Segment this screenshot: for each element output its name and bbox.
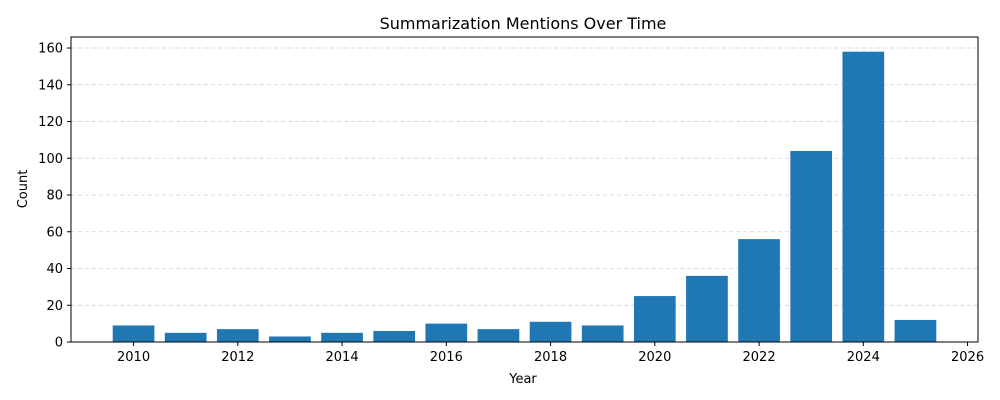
- y-tick-label: 80: [46, 189, 63, 204]
- plot-frame: [70, 36, 979, 343]
- x-tick-label: 2010: [117, 350, 150, 365]
- x-tick-label: 2016: [430, 350, 463, 365]
- bars: [112, 51, 937, 343]
- x-axis-label: Year: [508, 372, 537, 387]
- bar-2019: [581, 325, 624, 342]
- bar-2013: [269, 336, 311, 342]
- chart-title: Summarization Mentions Over Time: [380, 14, 667, 33]
- y-tick-label: 120: [38, 115, 63, 130]
- bar-2022: [738, 239, 780, 342]
- bar-2014: [321, 332, 363, 342]
- x-axis-ticks: 2010 2012 2014 2016 2018 2020 2022 2024 2026: [117, 342, 984, 365]
- bar-2012: [216, 329, 259, 342]
- x-tick-label: 2022: [743, 350, 776, 365]
- x-tick-label: 2012: [221, 350, 254, 365]
- grid-lines: [71, 47, 978, 343]
- bar-2018: [529, 321, 572, 342]
- x-tick-label: 2026: [951, 350, 984, 365]
- y-tick-label: 140: [38, 78, 63, 93]
- y-tick-label: 100: [38, 152, 63, 167]
- x-tick-label: 2020: [638, 350, 671, 365]
- y-tick-label: 0: [55, 336, 63, 351]
- bar-2020: [633, 296, 676, 342]
- bar-2010: [112, 325, 155, 342]
- y-axis-label: Count: [16, 170, 31, 209]
- x-tick-label: 2018: [534, 350, 567, 365]
- x-tick-label: 2024: [847, 350, 880, 365]
- bar-2016: [425, 323, 468, 342]
- bar-2017: [477, 329, 520, 342]
- y-tick-label: 20: [46, 299, 63, 314]
- y-tick-label: 60: [46, 225, 63, 240]
- y-tick-label: 160: [38, 42, 63, 57]
- bar-2021: [686, 275, 728, 342]
- bar-2024: [842, 51, 885, 343]
- bar-2025: [894, 319, 937, 342]
- bar-2011: [164, 332, 207, 342]
- bar-2015: [373, 330, 416, 342]
- x-tick-label: 2014: [326, 350, 359, 365]
- y-axis-ticks: 0 20 40 60 80 100 120 140 160: [38, 42, 71, 351]
- y-tick-label: 40: [46, 262, 63, 277]
- bar-2023: [790, 150, 833, 342]
